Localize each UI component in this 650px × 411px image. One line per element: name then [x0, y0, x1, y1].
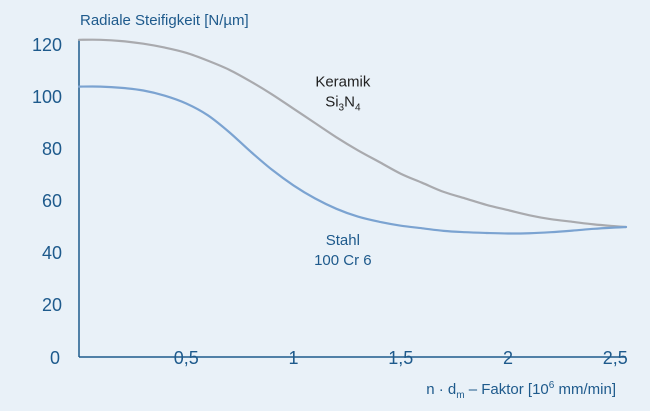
formula-n: N — [344, 94, 355, 111]
y-tick-label: 20 — [42, 295, 62, 315]
x-tick-label: 2,5 — [603, 348, 628, 368]
x-tick-label: 2 — [503, 348, 513, 368]
x-tick-label: 0,5 — [174, 348, 199, 368]
x-axis-title-sup: 6 — [549, 380, 555, 391]
x-tick-label: 1,5 — [388, 348, 413, 368]
y-tick-label: 60 — [42, 191, 62, 211]
y-axis-title: Radiale Steifigkeit [N/µm] — [80, 12, 249, 29]
formula-sub-4: 4 — [355, 103, 361, 114]
x-axis-title-prefix: n · d — [426, 381, 456, 398]
keramik-label: Keramik — [315, 74, 371, 91]
y-tick-label: 120 — [32, 35, 62, 55]
x-axis-title-sub: m — [456, 390, 464, 401]
y-tick-label: 40 — [42, 243, 62, 263]
x-axis-title-mid: – Faktor [10 — [465, 381, 549, 398]
keramik-curve — [77, 38, 628, 229]
stahl-grade-label: 100 Cr 6 — [314, 252, 372, 269]
series-layer — [77, 38, 628, 235]
series-labels: Keramik Si3N4 Stahl 100 Cr 6 — [314, 74, 372, 270]
stahl-curve — [77, 85, 628, 235]
formula-si: Si — [325, 94, 338, 111]
x-axis-title-suffix: mm/min] — [554, 381, 616, 398]
keramik-formula-label: Si3N4 — [325, 94, 361, 114]
x-tick-labels: 0 0,5 1 1,5 2 2,5 — [50, 348, 628, 368]
y-tick-labels: 20 40 60 80 100 120 — [32, 35, 62, 315]
x-tick-label: 0 — [50, 348, 60, 368]
formula-sub-3: 3 — [339, 103, 345, 114]
x-axis-title: n · dm – Faktor [106 mm/min] — [426, 380, 616, 401]
axes-layer — [78, 40, 626, 358]
x-tick-label: 1 — [289, 348, 299, 368]
stahl-label: Stahl — [326, 232, 360, 249]
y-tick-label: 100 — [32, 87, 62, 107]
y-tick-label: 80 — [42, 139, 62, 159]
